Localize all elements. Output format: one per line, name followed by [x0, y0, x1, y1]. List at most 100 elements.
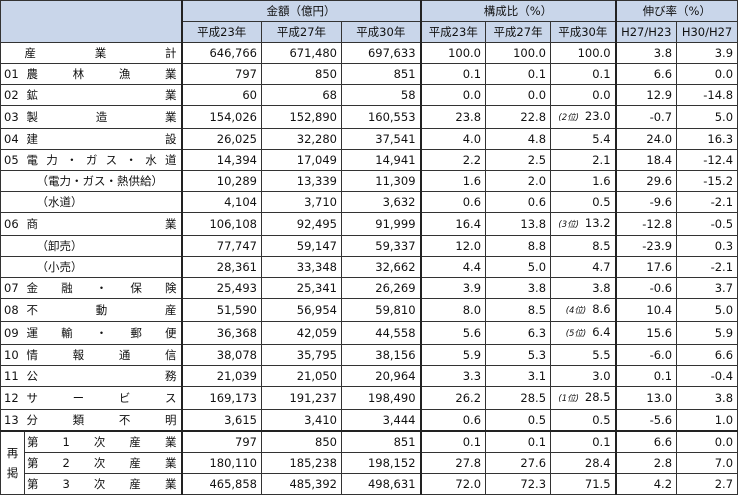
value-cell: 6.6 — [614, 63, 678, 85]
value-cell: 58 — [340, 84, 422, 106]
value-cell: -0.7 — [614, 105, 678, 129]
value-text: 0.5 — [527, 413, 547, 427]
label-char: 公 — [26, 369, 39, 383]
value-cell: 2.7 — [676, 473, 738, 495]
value-cell: 29.6 — [614, 170, 678, 192]
label-char: 不 — [118, 413, 131, 427]
industry-code: 03 — [0, 105, 25, 129]
value-text: 3.8 — [592, 281, 611, 295]
value-text: 28,361 — [216, 260, 257, 274]
table-row: 05 電力・ガス・水道 14,394 17,049 14,941 2.2 2.5 2.1 18.… — [0, 149, 738, 171]
value-cell: 0.1 — [419, 63, 487, 85]
value-cell: 797 — [180, 430, 262, 453]
table-row: 07 金 融 ・ 保 険 25,493 25,341 26,269 3.9 3.8 3.8 -0.6 3.… — [0, 277, 738, 299]
label-char: 設 — [165, 132, 177, 146]
value-cell: 27.6 — [485, 452, 552, 474]
value-text: 6.3 — [527, 326, 547, 340]
value-cell: -15.2 — [676, 170, 738, 192]
table-row-saikei: 第 2 次 産 業 180,110 185,238 198,152 27.8 27.6 28.4 2.… — [1, 452, 738, 474]
label-char: 金 — [26, 281, 39, 295]
label-char: 類 — [72, 413, 85, 427]
label-char: 報 — [72, 348, 85, 362]
value-text: 100.0 — [513, 46, 547, 60]
sector-name: 第 3 次 産 業 — [24, 473, 182, 495]
value-text: 185,238 — [289, 456, 337, 470]
value-cell: 180,110 — [180, 452, 262, 474]
value-text: 8.6 — [592, 302, 611, 316]
value-cell: 26.2 — [419, 386, 487, 410]
table-row: 06 商業 106,108 92,495 91,999 16.4 13.8 (3位) 13.2-… — [0, 212, 738, 236]
value-text: 28.5 — [520, 391, 547, 405]
value-cell: 32,662 — [340, 256, 422, 278]
value-text: 1.0 — [714, 413, 734, 427]
value-cell: (2位) 23.0 — [550, 105, 617, 129]
value-cell: -14.8 — [676, 84, 738, 106]
value-cell: -2.1 — [676, 191, 738, 213]
value-cell: 17,049 — [261, 149, 342, 171]
value-text: 33,348 — [296, 260, 337, 274]
value-cell: 3.8 — [676, 386, 738, 410]
value-cell: 12.0 — [419, 235, 487, 257]
value-text: 485,392 — [289, 477, 337, 491]
industry-name: 農林漁業 — [24, 63, 182, 85]
industry-code — [0, 42, 25, 64]
value-text: 28.4 — [584, 456, 611, 470]
value-cell: 59,337 — [340, 235, 422, 257]
label-char: 業 — [165, 217, 177, 231]
industry-code — [0, 170, 25, 192]
header-year: 平成30年 — [550, 21, 617, 43]
value-cell: 0.0 — [676, 430, 738, 453]
table-row: （小売） 28,361 33,348 32,662 4.4 5.0 4.7 17.6 -2.1 — [0, 256, 738, 278]
table-row: 産 業 計 646,766 671,480 697,633 100.0 100.0 100.0 3… — [0, 42, 738, 64]
value-text: 92,495 — [296, 217, 337, 231]
value-cell: 2.8 — [614, 452, 678, 474]
value-cell: 13.0 — [614, 386, 678, 410]
industry-name: 分類不明 — [24, 409, 182, 432]
value-cell: 13.8 — [485, 212, 552, 236]
value-text: 11,309 — [375, 174, 416, 188]
value-text: 697,633 — [367, 46, 416, 60]
header-year: 平成27年 — [261, 21, 342, 43]
value-cell: 72.0 — [419, 473, 487, 495]
value-text: 0.1 — [592, 435, 611, 449]
industry-name: 情報通信 — [24, 344, 182, 366]
label-char: 業 — [94, 46, 107, 60]
value-cell: 0.0 — [550, 84, 617, 106]
value-text: 12.9 — [646, 88, 673, 102]
value-cell: 42,059 — [261, 321, 342, 345]
value-cell: 0.6 — [419, 191, 487, 213]
value-text: 0.1 — [527, 435, 547, 449]
value-text: 4.0 — [462, 132, 482, 146]
sub-industry-label: （水道） — [36, 195, 83, 209]
rank-badge: (3位) — [558, 220, 579, 230]
value-cell: (1位) 28.5 — [550, 386, 617, 410]
value-cell: 8.5 — [485, 298, 552, 322]
value-text: 5.3 — [527, 348, 547, 362]
value-cell: -0.4 — [676, 365, 738, 387]
value-cell: 198,490 — [340, 386, 422, 410]
label-char: 水 — [145, 153, 157, 167]
value-text: -5.6 — [649, 413, 673, 427]
value-text: 17,049 — [296, 153, 337, 167]
row-label: 第 1 次 産 業 — [27, 433, 177, 452]
value-text: 26,025 — [216, 132, 257, 146]
value-text: 51,590 — [216, 303, 257, 317]
value-cell: 15.6 — [614, 321, 678, 345]
value-cell: -9.6 — [614, 191, 678, 213]
industry-code: 08 — [0, 298, 25, 322]
value-text: 3.9 — [462, 281, 482, 295]
label-char: 保 — [130, 281, 142, 295]
value-cell: 485,392 — [261, 473, 342, 495]
value-cell: 0.1 — [550, 63, 617, 85]
label-char: 業 — [164, 456, 177, 470]
label-char: 漁 — [118, 67, 131, 81]
industry-name: 金 融 ・ 保 険 — [24, 277, 182, 299]
label-char: 業 — [165, 88, 177, 102]
label-char: 2 — [62, 456, 70, 470]
value-cell: 5.9 — [676, 321, 738, 345]
value-text: 5.5 — [592, 348, 611, 362]
value-text: 0.5 — [592, 195, 611, 209]
value-cell: 44,558 — [340, 321, 422, 345]
industry-code: 10 — [0, 344, 25, 366]
label-char: 次 — [93, 477, 106, 491]
